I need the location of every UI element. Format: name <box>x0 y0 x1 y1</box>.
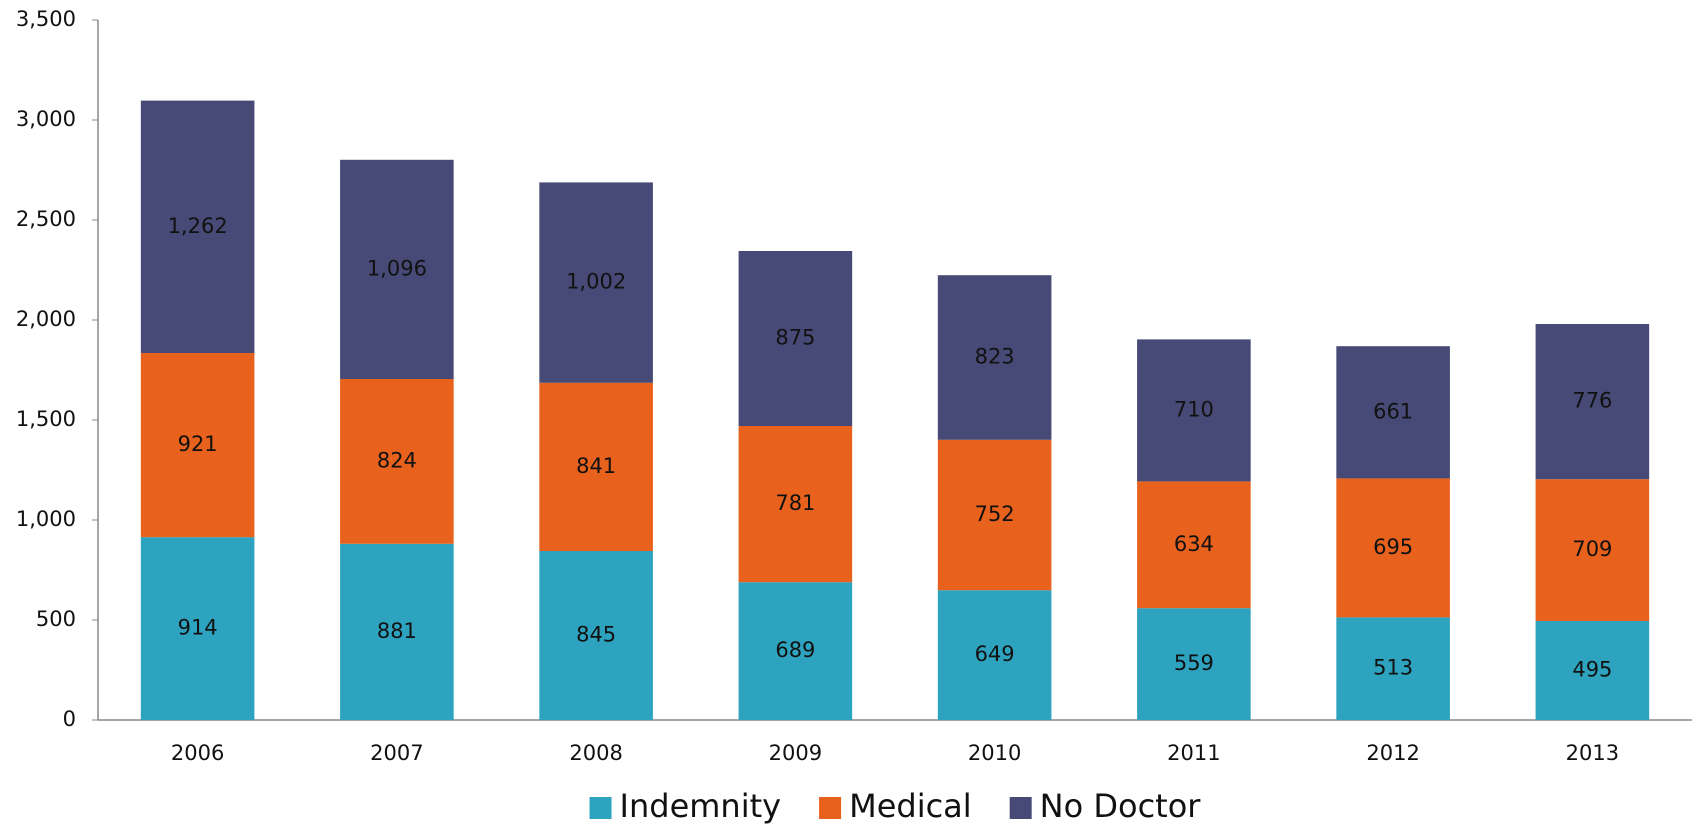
bar-segment <box>1535 324 1650 480</box>
data-label: 634 <box>1174 532 1214 556</box>
data-label: 709 <box>1572 537 1612 561</box>
bar-segment <box>937 439 1052 591</box>
data-label: 1,002 <box>566 270 626 294</box>
data-label: 752 <box>975 502 1015 526</box>
bar-segment <box>1137 339 1251 482</box>
data-label: 710 <box>1174 397 1214 421</box>
data-label: 776 <box>1572 389 1612 413</box>
bar-segment <box>1336 346 1450 479</box>
data-label: 559 <box>1174 651 1214 675</box>
y-tick-label: 1,000 <box>16 507 76 531</box>
data-label: 695 <box>1373 535 1413 559</box>
legend-swatch <box>589 797 612 819</box>
x-tick-label: 2009 <box>769 741 822 765</box>
x-tick-label: 2008 <box>569 741 622 765</box>
data-label: 841 <box>576 454 616 478</box>
bar-segment <box>539 551 653 720</box>
data-label: 781 <box>775 491 815 515</box>
data-label: 823 <box>975 345 1015 369</box>
x-tick-label: 2011 <box>1167 741 1220 765</box>
x-tick-label: 2006 <box>171 741 224 765</box>
legend-label: Indemnity <box>620 787 782 825</box>
data-label: 824 <box>377 448 417 472</box>
bar-segment <box>1535 621 1650 720</box>
bar-segment <box>140 537 255 720</box>
bar-segment <box>937 275 1052 440</box>
y-tick-label: 500 <box>36 607 76 631</box>
bar-segment <box>1137 608 1251 720</box>
y-tick-label: 1,500 <box>16 407 76 431</box>
data-label: 881 <box>377 619 417 643</box>
data-label: 689 <box>775 638 815 662</box>
bar-segment <box>340 159 454 379</box>
data-label: 914 <box>178 616 218 640</box>
data-label: 1,262 <box>168 214 228 238</box>
bar-segment <box>340 379 454 544</box>
y-tick-label: 3,000 <box>16 107 76 131</box>
data-label: 845 <box>576 623 616 647</box>
bar-segment <box>738 582 853 720</box>
data-label: 921 <box>178 432 218 456</box>
legend-swatch <box>1009 797 1032 819</box>
bar-segment <box>340 543 454 720</box>
bar-segment <box>1336 478 1450 618</box>
x-tick-label: 2012 <box>1366 741 1419 765</box>
bar-segment <box>140 353 255 538</box>
data-label: 1,096 <box>367 256 427 280</box>
y-tick-label: 2,000 <box>16 307 76 331</box>
x-tick-label: 2013 <box>1566 741 1619 765</box>
x-tick-label: 2007 <box>370 741 423 765</box>
bar-segment <box>1535 479 1650 621</box>
y-tick-label: 0 <box>63 707 76 731</box>
bar-segment <box>937 590 1052 720</box>
bar-segment <box>1336 617 1450 720</box>
bar-segment <box>738 251 853 426</box>
bar-segment <box>539 182 653 383</box>
data-label: 513 <box>1373 656 1413 680</box>
data-label: 649 <box>975 642 1015 666</box>
x-tick-label: 2010 <box>968 741 1021 765</box>
legend-swatch <box>819 797 842 819</box>
data-label: 875 <box>775 326 815 350</box>
bar-segment <box>1137 481 1251 609</box>
legend-label: No Doctor <box>1040 787 1202 825</box>
data-label: 495 <box>1572 658 1612 682</box>
bar-segment <box>140 100 255 353</box>
bar-segment <box>738 426 853 583</box>
legend-label: Medical <box>849 787 972 825</box>
data-label: 661 <box>1373 399 1413 423</box>
y-tick-label: 3,500 <box>16 7 76 31</box>
bar-segment <box>539 382 653 551</box>
y-tick-label: 2,500 <box>16 207 76 231</box>
